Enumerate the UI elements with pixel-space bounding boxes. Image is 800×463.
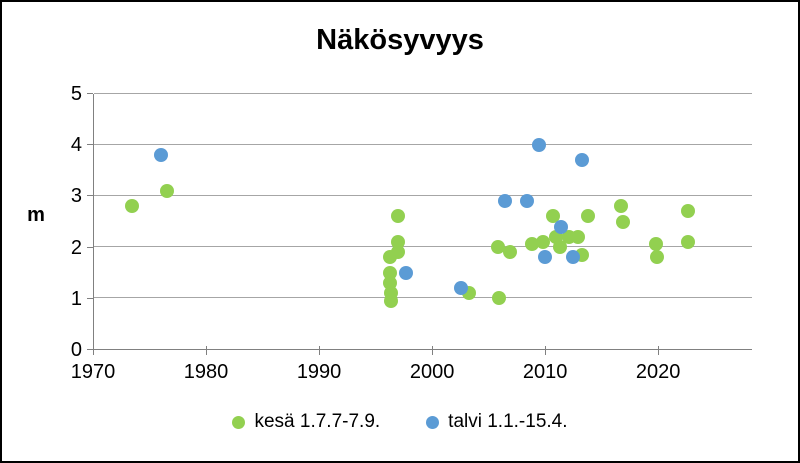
kesa-point	[491, 240, 506, 254]
talvi-point	[153, 148, 168, 163]
y-tick-2	[87, 246, 93, 248]
y-axis-title: m	[27, 204, 45, 226]
talvi-point	[398, 265, 413, 280]
kesa-legend-label: kesä 1.7.7-7.9.	[254, 411, 381, 432]
kesa-point	[390, 245, 405, 260]
kesa-point	[649, 237, 664, 252]
y-tick-3	[87, 195, 93, 197]
x-tick-2000	[432, 346, 434, 355]
x-tick-1990	[319, 346, 321, 355]
talvi-point	[531, 138, 546, 152]
talvi-point	[497, 194, 512, 209]
kesa-point	[503, 245, 518, 260]
x-tick-1980	[206, 346, 208, 355]
x-tick-1970	[93, 346, 94, 355]
x-tick-2020	[658, 346, 660, 355]
y-tick-label-2: 2	[70, 236, 82, 259]
legend-item-talvi: talvi 1.1.-15.4.	[426, 411, 568, 433]
talvi-legend-label: talvi 1.1.-15.4.	[448, 411, 568, 432]
talvi-point	[453, 280, 468, 295]
y-tick-label-5: 5	[70, 83, 82, 105]
kesa-point	[125, 199, 140, 214]
kesa-point	[160, 183, 175, 198]
plot-area	[93, 93, 752, 350]
chart-title: Näkösyvyys	[316, 24, 484, 56]
gridline-y-4	[94, 144, 752, 145]
kesa-point	[571, 229, 586, 244]
y-tick-label-1: 1	[70, 287, 82, 310]
kesa-point	[680, 204, 695, 219]
kesa-point	[650, 250, 665, 265]
kesa-point	[616, 214, 631, 229]
x-tick-label-1980: 1980	[183, 361, 229, 383]
y-tick-1	[87, 297, 93, 299]
legend: kesä 1.7.7-7.9. talvi 1.1.-15.4.	[2, 411, 798, 433]
y-tick-5	[87, 93, 93, 94]
gridline-y-3	[94, 195, 752, 196]
y-tick-label-3: 3	[70, 185, 82, 208]
kesa-point	[680, 234, 695, 249]
x-tick-label-2020: 2020	[635, 361, 681, 383]
talvi-point	[538, 250, 553, 265]
y-tick-4	[87, 144, 93, 146]
y-tick-label-0: 0	[70, 339, 82, 361]
kesa-point	[553, 240, 568, 254]
talvi-point	[554, 219, 569, 234]
x-tick-label-1970: 1970	[70, 361, 116, 383]
talvi-marker-icon	[426, 415, 440, 429]
kesa-point	[581, 209, 596, 224]
gridline-y-5	[94, 93, 752, 94]
kesa-point	[390, 209, 405, 224]
talvi-point	[565, 250, 580, 265]
x-tick-2010	[545, 346, 547, 355]
talvi-point	[574, 153, 589, 168]
y-tick-label-4: 4	[70, 134, 82, 157]
talvi-point	[520, 194, 535, 209]
gridline-y-1	[94, 297, 752, 298]
x-tick-label-2000: 2000	[409, 361, 455, 383]
kesa-point	[536, 234, 551, 249]
x-tick-label-1990: 1990	[296, 361, 342, 383]
kesa-point	[492, 291, 507, 305]
y-tick-0	[87, 349, 93, 350]
kesa-point	[524, 237, 539, 252]
kesa-marker-icon	[232, 415, 246, 429]
kesa-point	[383, 293, 398, 308]
legend-item-kesa: kesä 1.7.7-7.9.	[232, 411, 380, 433]
x-tick-label-2010: 2010	[522, 361, 568, 383]
gridline-y-2	[94, 246, 752, 247]
kesa-point	[614, 199, 629, 214]
